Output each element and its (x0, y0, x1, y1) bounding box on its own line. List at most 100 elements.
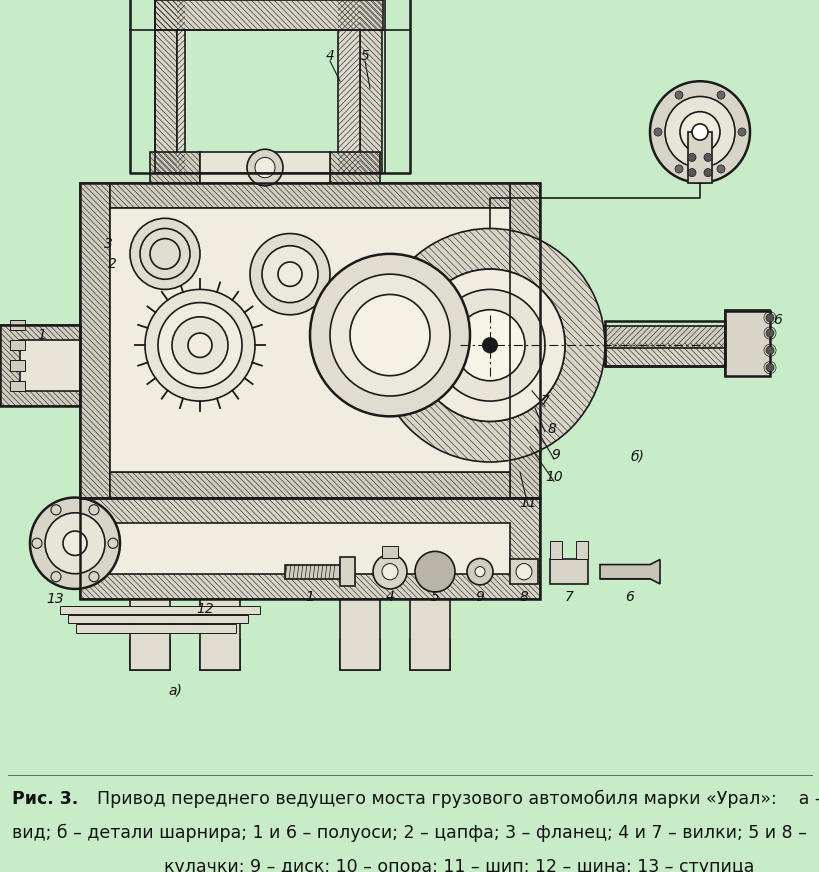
Bar (76, 624, 236, 632)
Circle shape (250, 234, 329, 315)
Bar (724, 310, 769, 325)
Circle shape (474, 567, 484, 576)
Bar (410, 640, 450, 671)
Circle shape (716, 91, 724, 99)
Bar (10, 381, 25, 391)
Circle shape (382, 563, 397, 580)
Bar (604, 326, 724, 348)
Bar (550, 560, 587, 584)
Bar (110, 208, 509, 472)
Circle shape (247, 149, 283, 186)
Text: 9: 9 (551, 448, 559, 462)
Bar (360, 0, 382, 173)
Text: б): б) (631, 450, 645, 464)
Bar (80, 183, 110, 498)
Text: Рис. 3.: Рис. 3. (12, 790, 79, 807)
Circle shape (30, 498, 120, 589)
Bar (20, 340, 80, 391)
Bar (150, 153, 200, 183)
Bar (340, 557, 355, 586)
Bar (509, 183, 540, 498)
Circle shape (414, 269, 564, 421)
Circle shape (158, 303, 242, 388)
Circle shape (374, 228, 604, 462)
Circle shape (687, 153, 695, 161)
Text: 7: 7 (563, 590, 572, 604)
Bar (337, 0, 360, 173)
Circle shape (765, 329, 773, 337)
Text: кулачки; 9 – диск; 10 – опора; 11 – шип; 12 – шина; 13 – ступица: кулачки; 9 – диск; 10 – опора; 11 – шип;… (164, 858, 753, 872)
Bar (10, 360, 25, 371)
Circle shape (45, 513, 105, 574)
Bar (575, 542, 587, 560)
Bar (604, 321, 724, 365)
Bar (285, 564, 340, 579)
Circle shape (704, 168, 711, 177)
Bar (200, 599, 240, 671)
Text: 8: 8 (547, 421, 556, 435)
Circle shape (765, 314, 773, 322)
Circle shape (649, 81, 749, 183)
Text: 9: 9 (475, 590, 484, 604)
Bar (0, 325, 80, 406)
Circle shape (467, 558, 492, 585)
Bar (80, 183, 540, 498)
Circle shape (765, 346, 773, 354)
Bar (329, 153, 379, 183)
Circle shape (188, 333, 212, 358)
Circle shape (145, 290, 255, 401)
Circle shape (664, 97, 734, 167)
Circle shape (687, 168, 695, 177)
Bar (110, 472, 509, 498)
Text: 12: 12 (196, 603, 214, 617)
Bar (130, 599, 170, 671)
Circle shape (262, 246, 318, 303)
Text: 1: 1 (305, 590, 314, 604)
Circle shape (310, 254, 469, 416)
Circle shape (329, 274, 450, 396)
Circle shape (373, 555, 406, 589)
Text: 4: 4 (325, 49, 334, 63)
Bar (177, 0, 185, 173)
Bar (110, 183, 509, 208)
Bar (724, 360, 769, 376)
Circle shape (434, 290, 545, 401)
Bar (110, 208, 509, 472)
Bar (600, 564, 649, 579)
Bar (10, 340, 25, 351)
Polygon shape (600, 560, 659, 584)
Text: 8: 8 (519, 590, 527, 604)
Text: 5: 5 (360, 49, 369, 63)
Text: 2: 2 (107, 257, 116, 271)
Text: вид; б – детали шарнира; 1 и 6 – полуоси; 2 – цапфа; 3 – фланец; 4 и 7 – вилки; : вид; б – детали шарнира; 1 и 6 – полуоси… (12, 824, 806, 842)
Bar (200, 153, 329, 183)
Bar (60, 606, 260, 615)
Bar (80, 498, 540, 599)
Circle shape (414, 551, 455, 592)
Circle shape (278, 262, 301, 286)
Circle shape (350, 295, 429, 376)
Bar (509, 560, 537, 584)
Circle shape (482, 337, 497, 353)
Bar (0, 325, 80, 406)
Circle shape (765, 364, 773, 371)
Text: Привод переднего ведущего моста грузового автомобиля марки «Урал»:    a – общий: Привод переднего ведущего моста грузовог… (86, 790, 819, 808)
Text: 13: 13 (46, 592, 64, 606)
Bar (155, 0, 177, 173)
Text: а): а) (168, 684, 182, 698)
Circle shape (679, 112, 719, 153)
Circle shape (172, 317, 228, 374)
Text: 4: 4 (385, 590, 394, 604)
Bar (200, 640, 240, 671)
Text: 7: 7 (540, 394, 549, 408)
Bar (340, 599, 379, 671)
Text: 1: 1 (38, 328, 47, 342)
Circle shape (515, 563, 532, 580)
Circle shape (63, 531, 87, 555)
Text: 3: 3 (103, 236, 112, 251)
Circle shape (737, 128, 745, 136)
Circle shape (255, 157, 274, 178)
Bar (724, 310, 769, 376)
Bar (382, 546, 397, 558)
Circle shape (414, 269, 564, 421)
